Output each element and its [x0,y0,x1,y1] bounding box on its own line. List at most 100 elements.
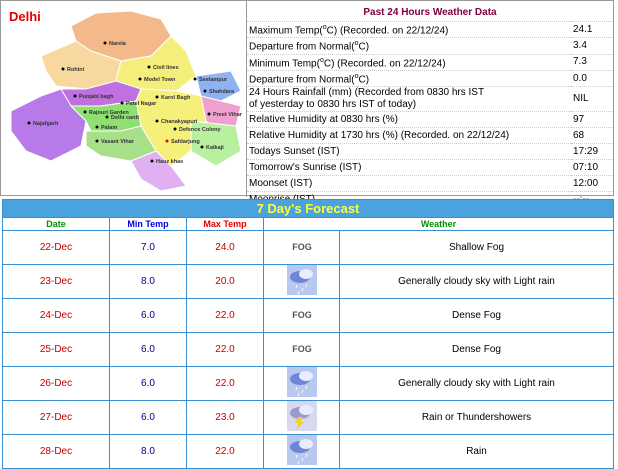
label-text: Relative Humidity at 1730 hrs (%) (Recor… [249,129,510,141]
forecast-row: 27-Dec 6.0 23.0 Rain or Thundershowers [2,400,614,435]
forecast-row: 28-Dec 8.0 22.0 Rain [2,434,614,469]
max-temp: 22.0 [186,332,264,367]
weather: Rain or Thundershowers [339,400,614,435]
region [195,70,242,102]
weather-icon: FOG [292,344,312,354]
label-text: C) (Recorded. on 22/12/24) [326,25,449,37]
past-value: 12:00 [571,175,613,193]
map-label: Punjabi bagh [79,94,114,100]
max-temp: 22.0 [186,366,264,401]
label-sup: o [354,72,359,80]
weather: Dense Fog [339,298,614,333]
map-dot [155,119,159,123]
icon-cell: FOG [263,332,340,367]
weather-icon: FOG [292,242,312,252]
region [200,95,242,127]
map-label: Defence Colony [179,127,222,133]
map-dot [95,139,99,143]
icon-cell [263,264,340,299]
max-temp: 20.0 [186,264,264,299]
past-label: Tomorrow's Sunrise (IST) [247,159,571,177]
min-temp: 7.0 [109,230,187,265]
header: Weather [263,217,614,231]
past-label: Maximum Temp(oC) (Recorded. on 22/12/24) [247,21,571,39]
label-text: Tomorrow's Sunrise (IST) [249,161,362,173]
past-value: 3.4 [571,37,613,55]
cloud [298,269,313,279]
past-weather-table: Past 24 Hours Weather Data Maximum Temp(… [247,3,613,209]
map-dot [147,65,151,69]
past-value: NIL [571,86,613,113]
map-label: Karol Bagh [161,95,191,101]
label-text: C) (Recorded. on 22/12/24) [323,57,446,69]
past-title: Past 24 Hours Weather Data [247,3,613,22]
map-dot [61,67,65,71]
map-label: Narela [109,41,127,47]
map-label: Rohini [67,67,85,73]
rain-drop [301,389,303,394]
date: 22-Dec [2,230,110,265]
forecast-table: 7 Day's Forecast Date Min Temp Max Temp … [2,199,614,469]
icon-cell [263,400,340,435]
past-row: 24 Hours Rainfall (mm) (Recorded from 08… [247,86,613,113]
map-label: Kalkaji [206,145,224,151]
weather: Dense Fog [339,332,614,367]
map-dot [193,77,197,81]
past-row: Tomorrow's Sunrise (IST) 07:10 [247,159,613,177]
map-dot [27,121,31,125]
icon-text: FOG [292,310,312,320]
map-label: Hauz khas [156,159,183,165]
forecast-title: 7 Day's Forecast [2,199,614,218]
map-dot [150,159,154,163]
label-text: Maximum Temp( [249,25,323,37]
rain-drop [297,392,299,397]
weather: Rain [339,434,614,469]
map-label: Delhi cantt [111,115,139,121]
cloud [298,439,313,449]
map-label: Vasant Vihar [101,139,135,145]
icon-cell [263,434,340,469]
map-label: Seelampur [199,77,228,83]
rain-drop [305,453,307,458]
delhi-map: Delhi Narela Rohini Civil lines Model Town S… [9,1,247,197]
past-label: 24 Hours Rainfall (mm) (Recorded from 08… [247,86,571,113]
past-row: Maximum Temp(oC) (Recorded. on 22/12/24)… [247,21,613,39]
label-text: C) [358,74,370,86]
map-dot [138,77,142,81]
past-label: Departure from Normal(oC) [247,37,571,55]
forecast-row: 26-Dec 6.0 22.0 Generally cloudy sky with L… [2,366,614,401]
min-temp: 6.0 [109,332,187,367]
max-temp: 23.0 [186,400,264,435]
past-row: Minimum Temp(oC) (Recorded. on 22/12/24)… [247,54,613,71]
weather-icon [286,401,317,431]
map-label: Patel Nagar [126,101,157,107]
label-sup: o [354,40,359,48]
label-text: 24 Hours Rainfall (mm) (Recorded from 08… [249,87,485,99]
map-dot [155,95,159,99]
label-sup: o [322,24,327,31]
min-temp: 6.0 [109,366,187,401]
region [190,120,242,167]
past-value: 0.0 [571,70,613,88]
header: Min Temp [109,217,187,231]
map-dot [83,110,87,114]
past-label: Minimum Temp(oC) (Recorded. on 22/12/24) [247,54,571,71]
past-label: Departure from Normal(oC) [247,70,571,88]
past-row: Todays Sunset (IST) 17:29 [247,143,613,161]
icon-cell [263,366,340,401]
weather-icon [286,367,317,397]
forecast-row: 23-Dec 8.0 20.0 Generally cloudy sky with L… [2,264,614,299]
icon-cell: FOG [263,230,340,265]
max-temp: 22.0 [186,434,264,469]
map-label: Palam [101,125,117,131]
rain-drop [301,287,303,292]
map-label: Rajouri Garden [89,110,129,116]
past-value: 97 [571,111,613,129]
label-text: Relative Humidity at 0830 hrs (%) [249,113,398,125]
weather: Shallow Fog [339,230,614,265]
rain-drop [297,290,299,295]
rain-drop [305,283,307,288]
map-label: Preet Vihar [213,112,243,118]
forecast-row: 25-Dec 6.0 22.0 FOG Dense Fog [2,332,614,367]
map-dot [203,89,207,93]
